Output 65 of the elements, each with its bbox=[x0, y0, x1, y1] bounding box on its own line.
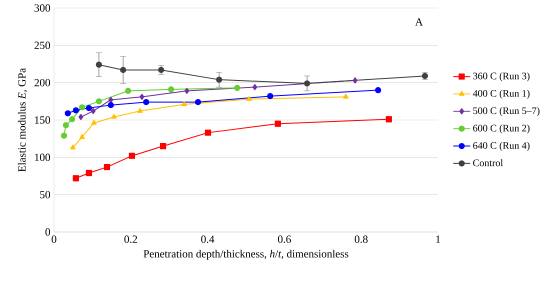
point bbox=[78, 104, 86, 110]
point bbox=[70, 144, 76, 150]
point bbox=[204, 130, 212, 136]
x-tick-label: 0.4 bbox=[201, 236, 214, 243]
annotation: A bbox=[415, 18, 423, 26]
y-tick-label: 150 bbox=[35, 116, 50, 124]
point bbox=[86, 170, 92, 176]
legend-label: 640 C (Run 4) bbox=[473, 142, 530, 151]
point bbox=[90, 108, 96, 114]
point bbox=[72, 175, 79, 182]
y-tick-label: 200 bbox=[34, 78, 50, 86]
point bbox=[274, 120, 281, 127]
point bbox=[125, 88, 132, 94]
y-tick-label: 300 bbox=[34, 4, 50, 12]
point bbox=[78, 114, 84, 120]
y-tick-label: 250 bbox=[34, 42, 50, 50]
point bbox=[111, 114, 117, 119]
point bbox=[128, 152, 136, 159]
point bbox=[386, 116, 392, 122]
y-tick-label: 100 bbox=[35, 154, 50, 162]
point bbox=[194, 98, 202, 106]
point bbox=[120, 66, 126, 74]
legend-label: 500 C (Run 5–7) bbox=[473, 107, 540, 116]
y-tick-label: 50 bbox=[40, 190, 50, 198]
point bbox=[234, 84, 240, 91]
point bbox=[79, 134, 85, 139]
point bbox=[96, 98, 102, 104]
point bbox=[375, 87, 382, 94]
point bbox=[62, 122, 69, 128]
point bbox=[86, 104, 92, 112]
point bbox=[96, 62, 102, 68]
point bbox=[160, 143, 166, 150]
point bbox=[137, 108, 143, 113]
point bbox=[216, 76, 222, 83]
x-tick-label: 0 bbox=[52, 236, 56, 243]
point bbox=[246, 96, 252, 101]
point bbox=[343, 94, 349, 99]
point bbox=[184, 88, 190, 94]
point bbox=[181, 101, 187, 106]
point bbox=[108, 96, 114, 103]
x-tick-label: 0.2 bbox=[124, 236, 138, 243]
y-tick-label: 0 bbox=[45, 228, 50, 236]
point bbox=[72, 107, 79, 114]
point bbox=[60, 132, 68, 139]
point bbox=[267, 93, 274, 100]
point bbox=[108, 102, 114, 108]
x-tick-label: 1 bbox=[436, 236, 440, 243]
point bbox=[139, 94, 144, 100]
point bbox=[168, 86, 174, 92]
legend-label: 360 C (Run 3) bbox=[473, 72, 530, 82]
point bbox=[143, 98, 150, 106]
point bbox=[64, 110, 71, 116]
point bbox=[91, 120, 97, 125]
point bbox=[304, 80, 310, 86]
x-tick-label: 0.6 bbox=[278, 236, 291, 243]
point bbox=[68, 116, 76, 122]
legend-label: Control bbox=[473, 159, 503, 166]
legend-label: 600 C (Run 2) bbox=[473, 124, 530, 134]
point bbox=[104, 164, 110, 170]
x-tick-label: 0.8 bbox=[354, 236, 368, 243]
point bbox=[352, 77, 358, 84]
legend-label: 400 C (Run 1) bbox=[472, 90, 530, 99]
y-axis-title: Elastic modulus E, GPa bbox=[18, 68, 28, 172]
x-axis-title: Penetration depth/thickness, h/t, dimensionless bbox=[144, 250, 348, 260]
point bbox=[252, 84, 258, 90]
